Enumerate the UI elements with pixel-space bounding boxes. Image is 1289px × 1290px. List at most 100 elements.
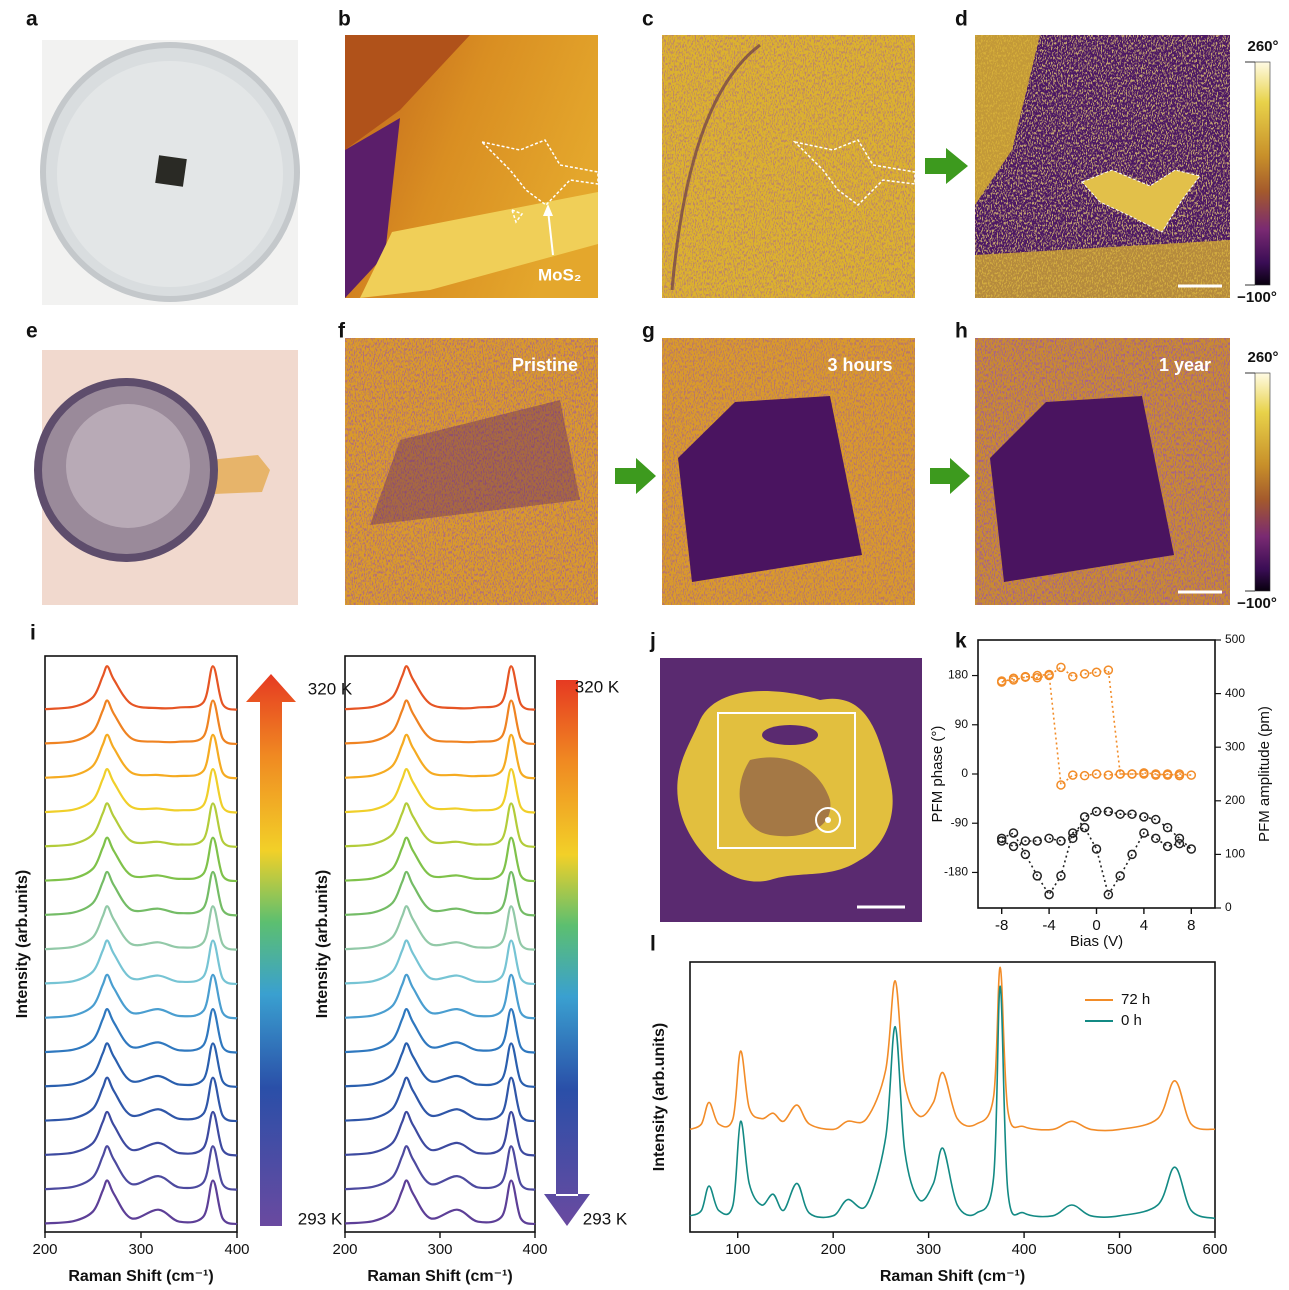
panel-label: f	[338, 320, 346, 343]
pfm-g: 3 hours	[662, 338, 915, 605]
y2-tick-label: 0	[1225, 900, 1232, 914]
y-tick-label: 180	[948, 668, 968, 682]
pfm-c	[662, 35, 915, 298]
panel-label: i	[30, 622, 36, 645]
x-tick-label: 600	[1202, 1241, 1227, 1258]
pfm-noise	[662, 35, 915, 298]
data-point	[1057, 781, 1065, 789]
colorbar-label: 260°	[1247, 349, 1278, 366]
y-tick-label: -90	[951, 815, 969, 829]
y-tick-label: 90	[955, 717, 969, 731]
data-point	[1081, 824, 1089, 832]
y-axis-label: PFM phase (°)	[929, 726, 946, 823]
x-tick-label: 200	[32, 1241, 57, 1258]
panel-label: h	[955, 320, 968, 343]
panel-label: l	[650, 933, 656, 956]
panel-label: g	[642, 320, 655, 343]
x-tick-label: 300	[128, 1241, 153, 1258]
x-axis-label: Raman Shift (cm⁻¹)	[68, 1268, 213, 1285]
panel-label: d	[955, 8, 968, 31]
y-axis-label: Intensity (arb.units)	[14, 870, 31, 1018]
panel-label: c	[642, 8, 654, 31]
photo-e	[38, 350, 298, 605]
pfm-d	[975, 35, 1230, 298]
data-point	[1152, 834, 1160, 842]
data-point	[1010, 829, 1018, 837]
data-point	[1057, 837, 1065, 845]
state-label: Pristine	[512, 355, 578, 375]
y2-tick-label: 200	[1225, 793, 1245, 807]
panel-label: k	[955, 630, 967, 653]
y-axis-label: Intensity (arb.units)	[651, 1023, 668, 1171]
hole	[762, 725, 818, 745]
x-tick-label: 8	[1187, 917, 1195, 934]
temperature-label: 293 K	[298, 1209, 343, 1228]
y2-tick-label: 500	[1225, 632, 1245, 646]
series-connector	[1002, 667, 1192, 785]
temperature-label: 293 K	[583, 1209, 628, 1228]
colorbar	[1255, 373, 1270, 591]
colorbar-label: −100°	[1237, 289, 1277, 306]
crystal	[155, 155, 187, 187]
arrow	[615, 458, 656, 494]
panel-label: a	[26, 8, 38, 31]
y2-tick-label: 100	[1225, 847, 1245, 861]
pfm-f: Pristine	[345, 338, 598, 605]
arrow	[930, 458, 970, 494]
afm-b: MoS₂	[345, 35, 598, 298]
data-point	[1081, 813, 1089, 821]
data-point	[1187, 845, 1195, 853]
temperature-arrow	[544, 680, 590, 1226]
page: a b c d e f g h i j k l MoS₂	[0, 0, 1289, 1290]
x-tick-label: 300	[427, 1241, 452, 1258]
panel-label: e	[26, 320, 38, 343]
panel-label: j	[649, 630, 656, 653]
series-line	[345, 666, 535, 710]
data-point	[1010, 842, 1018, 850]
state-label: 1 year	[1159, 355, 1211, 375]
photo-a	[42, 40, 298, 305]
temperature-label: 320 K	[575, 677, 620, 696]
x-tick-label: 400	[1012, 1241, 1037, 1258]
x-axis-label: Raman Shift (cm⁻¹)	[367, 1268, 512, 1285]
y2-tick-label: 300	[1225, 739, 1245, 753]
x-tick-label: 100	[725, 1241, 750, 1258]
y2-axis-label: PFM amplitude (pm)	[1256, 706, 1273, 842]
y2-tick-label: 400	[1225, 686, 1245, 700]
x-tick-label: 400	[522, 1241, 547, 1258]
x-tick-label: -4	[1042, 917, 1055, 934]
temperature-label: 320 K	[308, 679, 353, 698]
y-tick-label: -180	[944, 865, 968, 879]
x-axis-label: Bias (V)	[1070, 933, 1123, 950]
pfm-h: 1 year	[975, 338, 1230, 605]
series-line	[45, 666, 237, 710]
panel-label: b	[338, 8, 351, 31]
figure: a b c d e f g h i j k l MoS₂	[0, 0, 1289, 1290]
data-point	[1021, 850, 1029, 858]
arrow	[925, 148, 968, 184]
legend-label: 0 h	[1121, 1012, 1142, 1029]
data-point	[1045, 891, 1053, 899]
pfm-j	[660, 658, 922, 922]
y-axis-label: Intensity (arb.units)	[314, 870, 331, 1018]
data-point	[1057, 663, 1065, 671]
data-point	[1116, 872, 1124, 880]
colorbar-label: −100°	[1237, 595, 1277, 612]
ring-inner	[66, 404, 190, 528]
data-point	[1081, 772, 1089, 780]
x-tick-label: 0	[1092, 917, 1100, 934]
x-tick-label: 200	[332, 1241, 357, 1258]
x-axis-label: Raman Shift (cm⁻¹)	[880, 1268, 1025, 1285]
y-tick-label: 0	[961, 766, 968, 780]
tip-dot	[825, 817, 831, 823]
x-tick-label: 400	[224, 1241, 249, 1258]
data-point	[1140, 813, 1148, 821]
colorbar	[1255, 62, 1270, 285]
data-point	[1187, 771, 1195, 779]
material-label: MoS₂	[538, 265, 581, 284]
x-tick-label: 500	[1107, 1241, 1132, 1258]
temperature-arrow	[246, 674, 296, 1226]
legend-label: 72 h	[1121, 991, 1150, 1008]
state-label: 3 hours	[827, 355, 892, 375]
x-tick-label: 4	[1140, 917, 1148, 934]
